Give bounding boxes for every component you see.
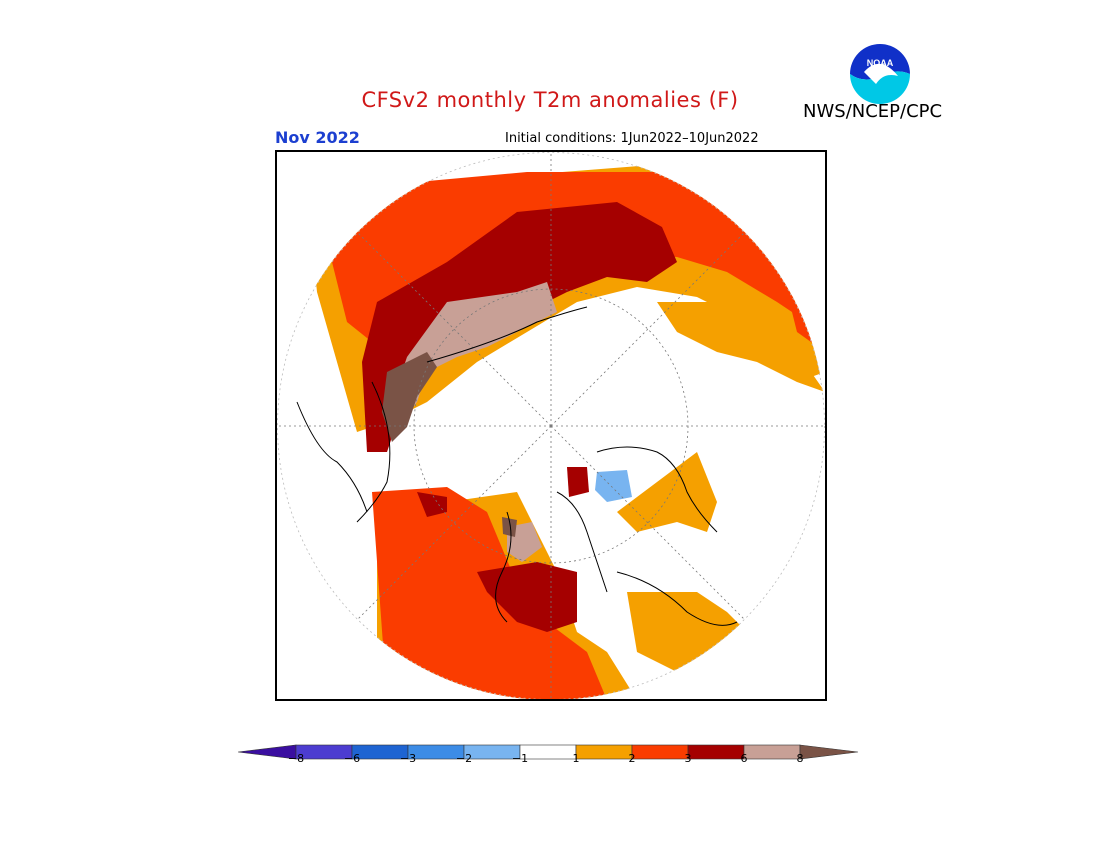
colorbar-above-max <box>799 744 859 760</box>
agency-label: NWS/NCEP/CPC <box>803 101 943 122</box>
noaa-logo: NOAA <box>848 42 912 106</box>
anomaly-light-blue <box>595 470 632 502</box>
colorbar-bin <box>631 744 689 760</box>
graticule <box>277 152 825 699</box>
anomaly-map-svg <box>277 152 825 699</box>
svg-text:NOAA: NOAA <box>867 58 894 68</box>
chart-title: CFSv2 monthly T2m anomalies (F) <box>361 88 739 112</box>
colorbar-tick-label: −3 <box>399 752 417 765</box>
colorbar-tick-label: 8 <box>796 752 804 765</box>
anomaly-dark-brown <box>382 352 517 537</box>
colorbar-bin <box>743 744 801 760</box>
colorbar-bin <box>575 744 633 760</box>
polar-map <box>275 150 827 701</box>
coastlines <box>296 306 738 626</box>
colorbar-tick-label: −2 <box>455 752 473 765</box>
colorbar-tick-label: 6 <box>740 752 748 765</box>
forecast-month: Nov 2022 <box>275 128 360 147</box>
initial-conditions: Initial conditions: 1Jun2022–10Jun2022 <box>505 131 759 146</box>
map-outline <box>277 152 825 699</box>
colorbar-tick-label: 2 <box>628 752 636 765</box>
colorbar <box>238 744 859 760</box>
colorbar-tick-label: 1 <box>572 752 580 765</box>
colorbar-tick-label: −8 <box>287 752 305 765</box>
colorbar-bin <box>687 744 745 760</box>
colorbar-tick-label: −6 <box>343 752 361 765</box>
colorbar-bin <box>519 744 577 760</box>
anomaly-dark-red <box>362 202 677 632</box>
anomaly-tan <box>395 282 557 562</box>
colorbar-tick-label: −1 <box>511 752 529 765</box>
colorbar-tick-label: 3 <box>684 752 692 765</box>
